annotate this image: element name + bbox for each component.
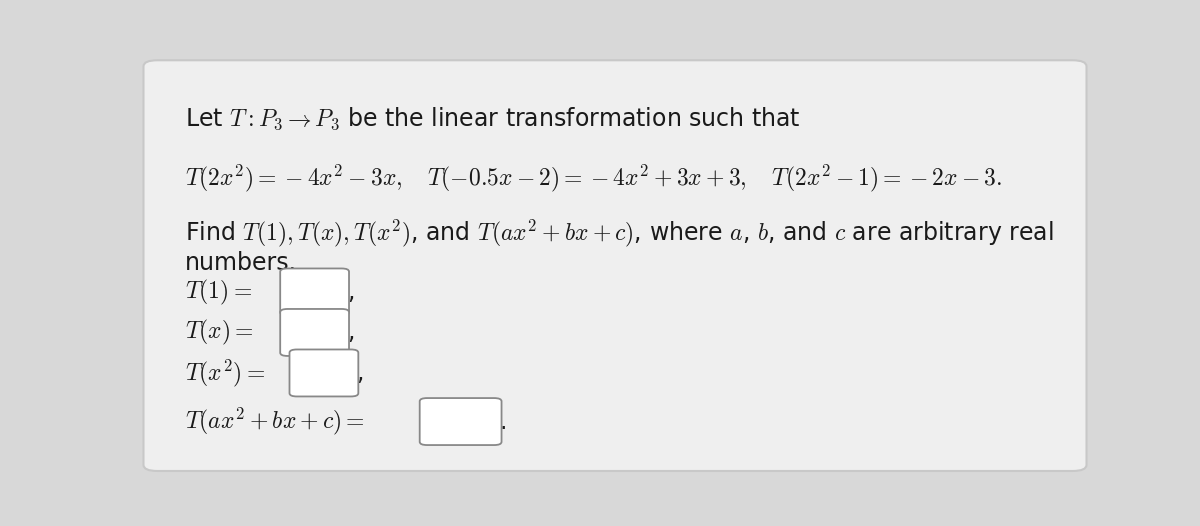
Text: numbers.: numbers. bbox=[185, 251, 298, 276]
Text: $T(1) =$: $T(1) =$ bbox=[185, 277, 252, 307]
Text: $T(x) =$: $T(x) =$ bbox=[185, 318, 254, 347]
Text: $T(x^2) =$: $T(x^2) =$ bbox=[185, 357, 265, 389]
FancyBboxPatch shape bbox=[281, 309, 349, 356]
FancyBboxPatch shape bbox=[420, 398, 502, 445]
FancyBboxPatch shape bbox=[144, 60, 1086, 471]
Text: ,: , bbox=[356, 361, 364, 385]
FancyBboxPatch shape bbox=[289, 349, 359, 397]
Text: Let $T : P_3 \rightarrow P_3$ be the linear transformation such that: Let $T : P_3 \rightarrow P_3$ be the lin… bbox=[185, 106, 802, 132]
Text: $T(2x^2) = -4x^2 - 3x, \quad T(-0.5x - 2) = -4x^2 + 3x + 3, \quad T(2x^2 - 1) = : $T(2x^2) = -4x^2 - 3x, \quad T(-0.5x - 2… bbox=[185, 163, 1002, 194]
Text: ,: , bbox=[347, 320, 354, 345]
Text: Find $T(1), T(x), T(x^2)$, and $T(ax^2 + bx + c)$, where $a$, $b$, and $c$ are a: Find $T(1), T(x), T(x^2)$, and $T(ax^2 +… bbox=[185, 218, 1054, 249]
Text: ,: , bbox=[347, 280, 354, 304]
FancyBboxPatch shape bbox=[281, 268, 349, 316]
Text: .: . bbox=[499, 410, 508, 433]
Text: $T(ax^2 + bx + c) =$: $T(ax^2 + bx + c) =$ bbox=[185, 406, 365, 437]
